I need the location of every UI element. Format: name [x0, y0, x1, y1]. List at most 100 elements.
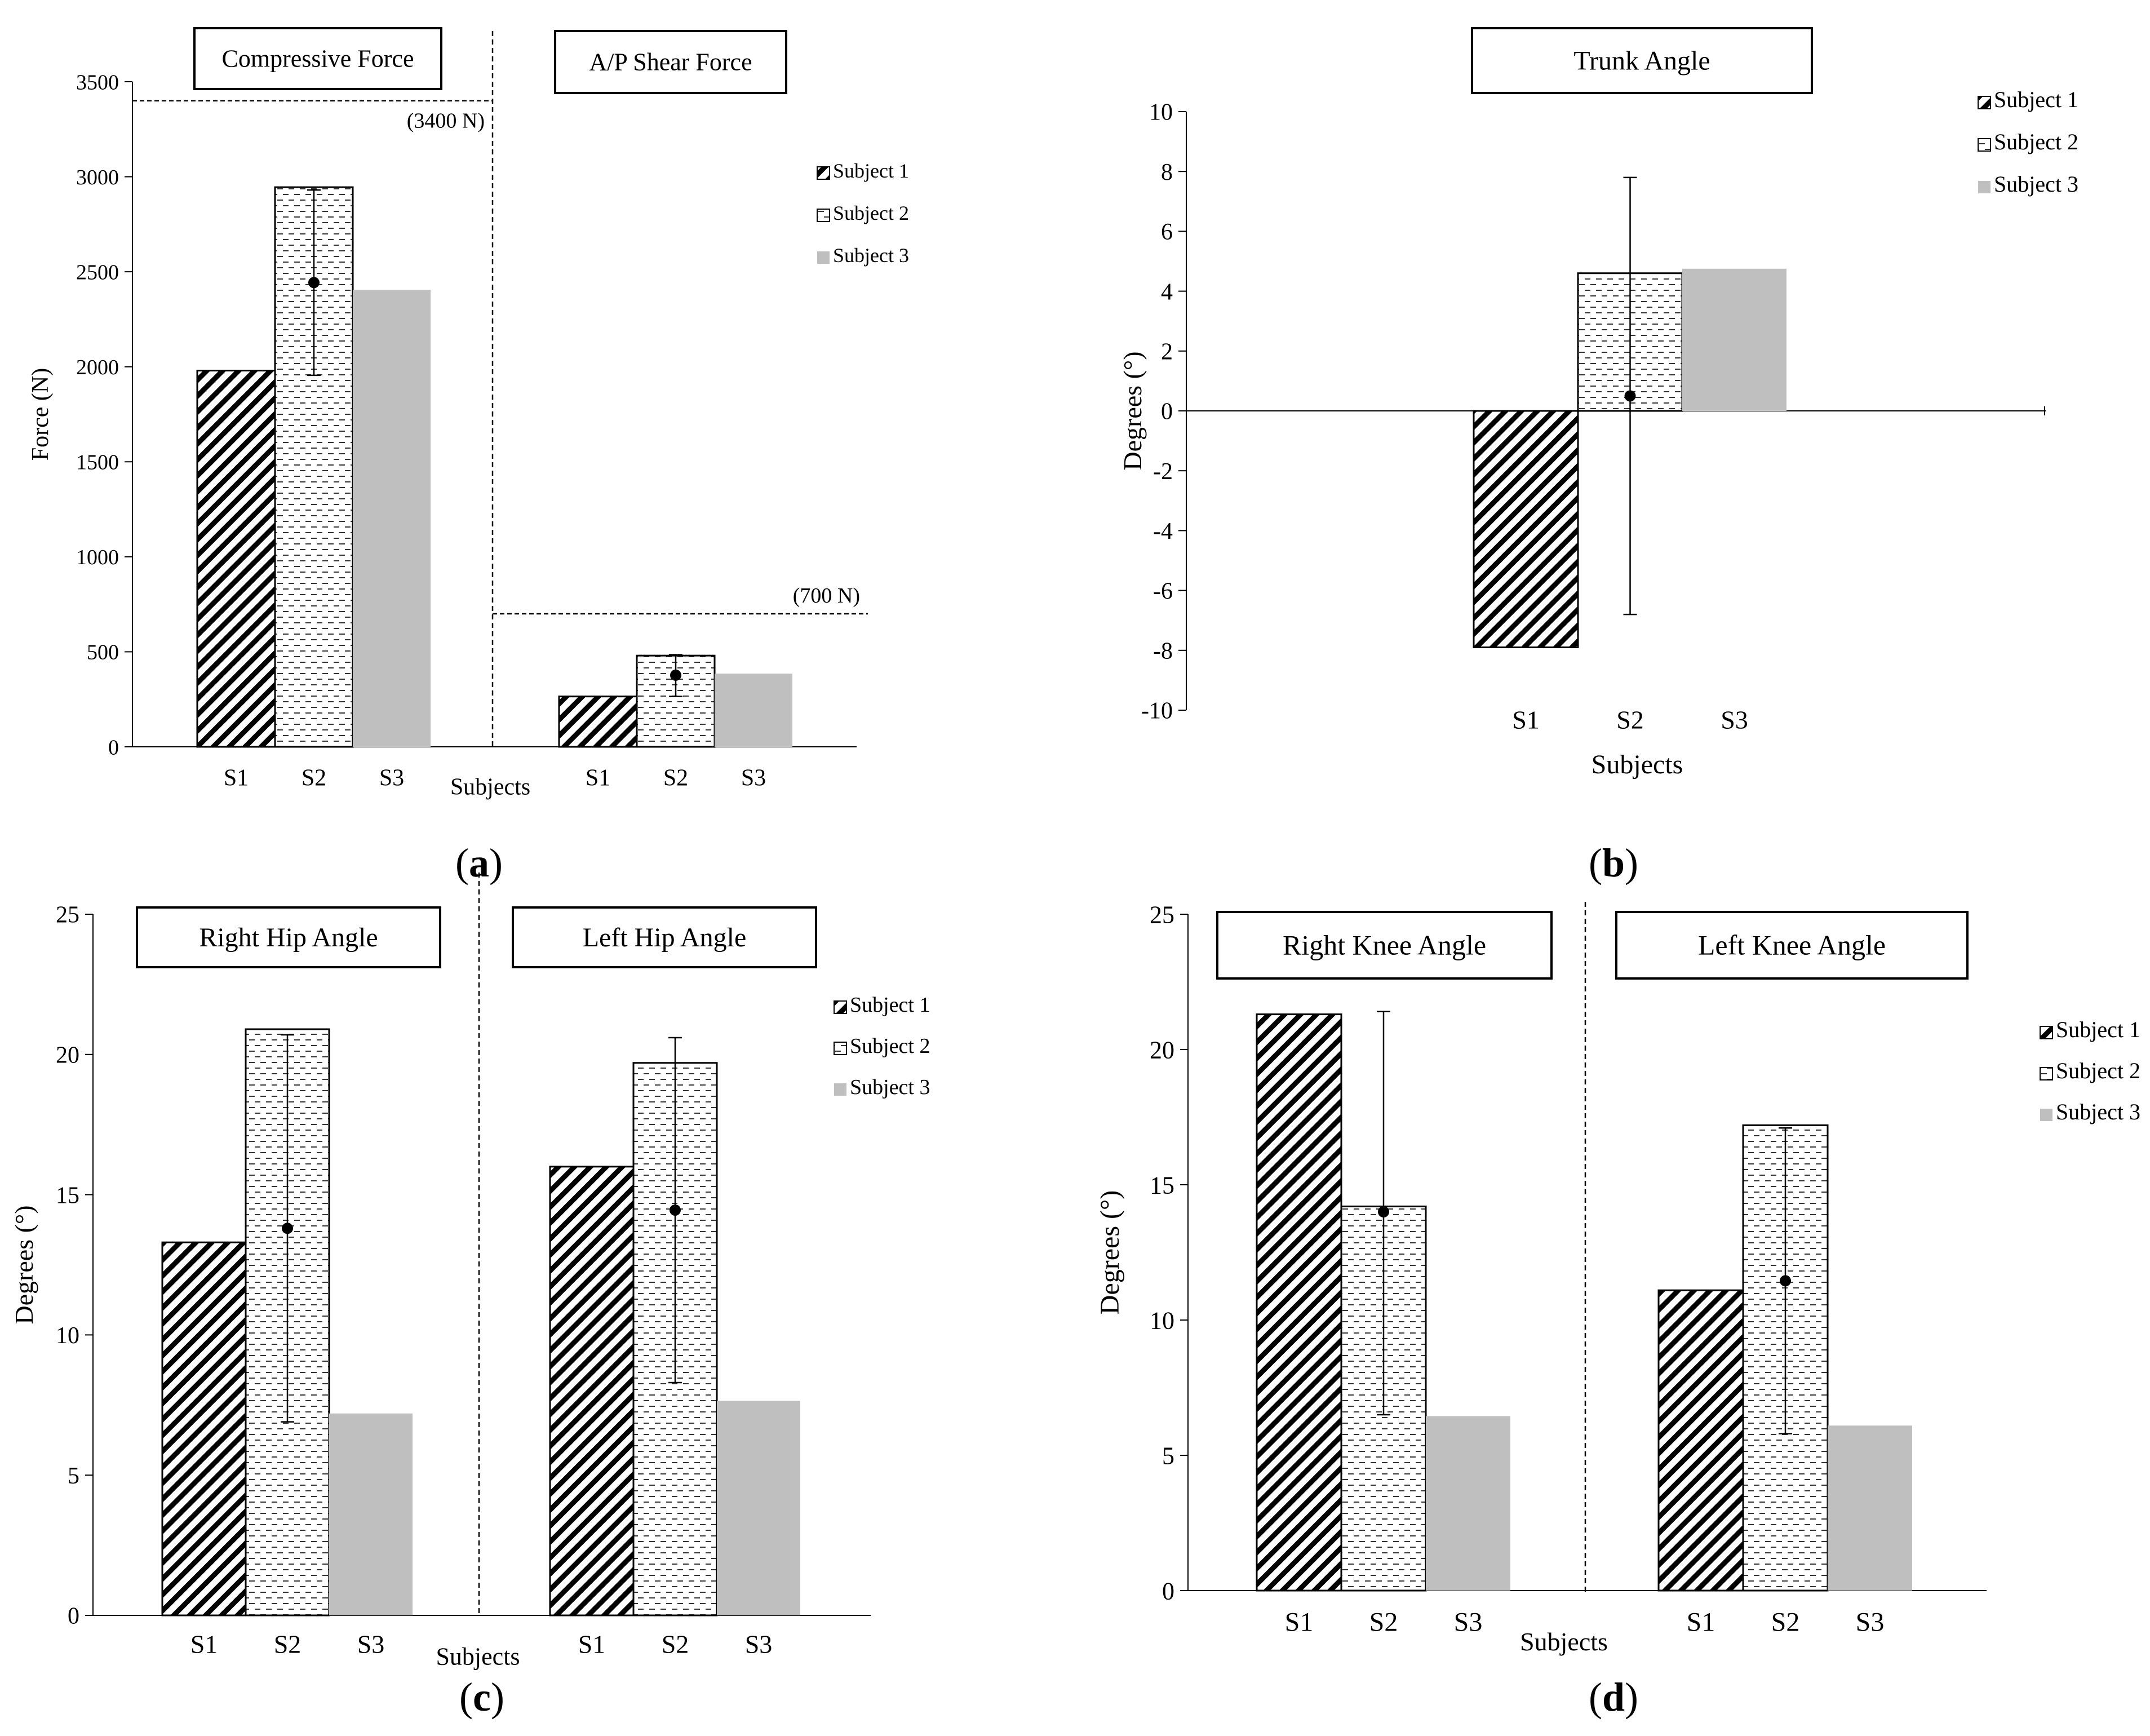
y-tick-label: 500: [87, 641, 119, 665]
bar-s3: [1682, 268, 1787, 411]
mean-marker: [1624, 390, 1636, 402]
legend-swatch: [834, 1042, 847, 1055]
x-category-label: S1: [578, 1630, 606, 1659]
x-category-label: S2: [663, 765, 688, 791]
legend-label: Subject 2: [2056, 1058, 2140, 1083]
threshold-label: (700 N): [793, 584, 860, 608]
bar-s1: [1256, 1013, 1342, 1592]
legend-swatch: [817, 209, 830, 222]
legend-swatch: [834, 1083, 846, 1096]
y-tick-label: -8: [1153, 639, 1173, 665]
legend-label: Subject 1: [850, 993, 930, 1017]
panel-label: (b): [1589, 840, 1638, 885]
bar-s1: [549, 1166, 635, 1617]
group-title-box: [136, 906, 441, 968]
chart-a: 0 500 1000 1500 2000 2500 3000 3500 Force (N) Com…: [28, 27, 909, 885]
panel-letter: c: [473, 1675, 491, 1720]
legend-swatch: [1978, 181, 1991, 193]
legend-swatch: [834, 1000, 847, 1014]
x-category-label: S1: [190, 1630, 218, 1659]
mean-marker: [1378, 1206, 1389, 1217]
y-tick-label: 15: [56, 1183, 79, 1208]
bar-s3: [715, 674, 792, 747]
y-axis-title: Force (N): [28, 368, 54, 460]
chart-b: -10 -8 -6 -4 -2 0 2 4 6 8 10 Degrees (°) Trunk Angle…: [1118, 27, 2078, 885]
y-tick-label: 0: [1161, 399, 1173, 425]
threshold-label: (3400 N): [407, 109, 485, 133]
y-tick-label: 10: [1149, 100, 1173, 126]
group-title: Trunk Angle: [1573, 46, 1710, 76]
y-axis-title: Degrees (°): [10, 1205, 38, 1324]
y-tick-label: 3000: [76, 166, 119, 189]
mean-marker: [308, 277, 320, 289]
group-title-box: [554, 30, 787, 94]
bar-s3: [1828, 1425, 1912, 1591]
y-tick-label: 1000: [76, 546, 119, 569]
y-tick-label: 15: [1150, 1171, 1174, 1199]
y-tick-label: 20: [56, 1043, 79, 1069]
group-title: Right Hip Angle: [199, 923, 378, 953]
mean-marker: [670, 1204, 681, 1216]
y-tick-label: 5: [68, 1463, 79, 1489]
legend-label: Subject 3: [1994, 171, 2078, 197]
panel-letter: d: [1602, 1675, 1625, 1720]
group-title: A/P Shear Force: [589, 48, 752, 76]
x-category-label: S1: [1512, 706, 1540, 734]
x-axis-title: Subjects: [436, 1642, 520, 1670]
x-category-label: S3: [745, 1630, 773, 1659]
group-title-box: [1471, 27, 1813, 94]
y-tick-label: -4: [1153, 519, 1173, 544]
x-category-label: S2: [662, 1630, 689, 1659]
group-title-box: [1615, 911, 1969, 980]
y-tick-label: 25: [1150, 901, 1174, 928]
x-category-label: S1: [1687, 1607, 1715, 1637]
x-category-label: S1: [224, 765, 249, 791]
x-category-label: S3: [741, 765, 766, 791]
group-title: Left Knee Angle: [1698, 929, 1886, 961]
y-tick-label: -2: [1153, 459, 1173, 485]
mean-marker: [282, 1223, 293, 1234]
group-title: Left Hip Angle: [583, 923, 747, 953]
y-tick-label: 10: [56, 1323, 79, 1349]
x-axis-title: Subjects: [450, 774, 530, 800]
panel-label: (d): [1589, 1675, 1638, 1720]
mean-marker: [1780, 1275, 1791, 1287]
x-category-label: S2: [1616, 706, 1644, 734]
y-tick-label: 0: [68, 1604, 79, 1629]
legend-label: Subject 1: [833, 160, 909, 182]
legend-label: Subject 3: [833, 244, 909, 267]
bar-s1: [196, 369, 276, 748]
bar-s3: [1426, 1416, 1510, 1591]
bar-s3: [329, 1413, 413, 1615]
x-axis-title: Subjects: [1520, 1627, 1608, 1656]
y-tick-label: 4: [1161, 279, 1173, 305]
x-category-label: S2: [1369, 1607, 1398, 1637]
y-tick-label: 0: [108, 736, 119, 759]
bar-s3: [717, 1401, 800, 1615]
panel-label: (c): [459, 1675, 504, 1720]
chart-d: 0 5 10 15 20 25 Degrees (°) Right Knee Angle S1 S…: [1095, 901, 2140, 1720]
bar-s1: [558, 696, 638, 748]
y-tick-label: -10: [1141, 698, 1173, 724]
legend-label: Subject 2: [850, 1034, 930, 1058]
bar-s3: [353, 290, 431, 747]
x-category-label: S2: [1771, 1607, 1800, 1637]
y-tick-label: 6: [1161, 219, 1173, 245]
x-category-label: S2: [274, 1630, 302, 1659]
legend-label: Subject 2: [833, 202, 909, 224]
x-category-label: S1: [586, 765, 610, 791]
group-title-box: [1216, 911, 1553, 980]
y-axis-title: Degrees (°): [1118, 351, 1147, 470]
y-tick-label: 5: [1162, 1442, 1174, 1469]
y-tick-label: 10: [1150, 1307, 1174, 1334]
legend-label: Subject 1: [2056, 1017, 2140, 1042]
y-tick-label: 2000: [76, 356, 119, 379]
legend-label: Subject 2: [1994, 129, 2078, 154]
group-title: Right Knee Angle: [1283, 929, 1486, 961]
legend-label: Subject 1: [1994, 87, 2078, 112]
y-tick-label: -6: [1153, 578, 1173, 604]
x-category-label: S3: [1856, 1607, 1885, 1637]
x-category-label: S3: [379, 765, 404, 791]
panel-letter: b: [1602, 840, 1625, 885]
